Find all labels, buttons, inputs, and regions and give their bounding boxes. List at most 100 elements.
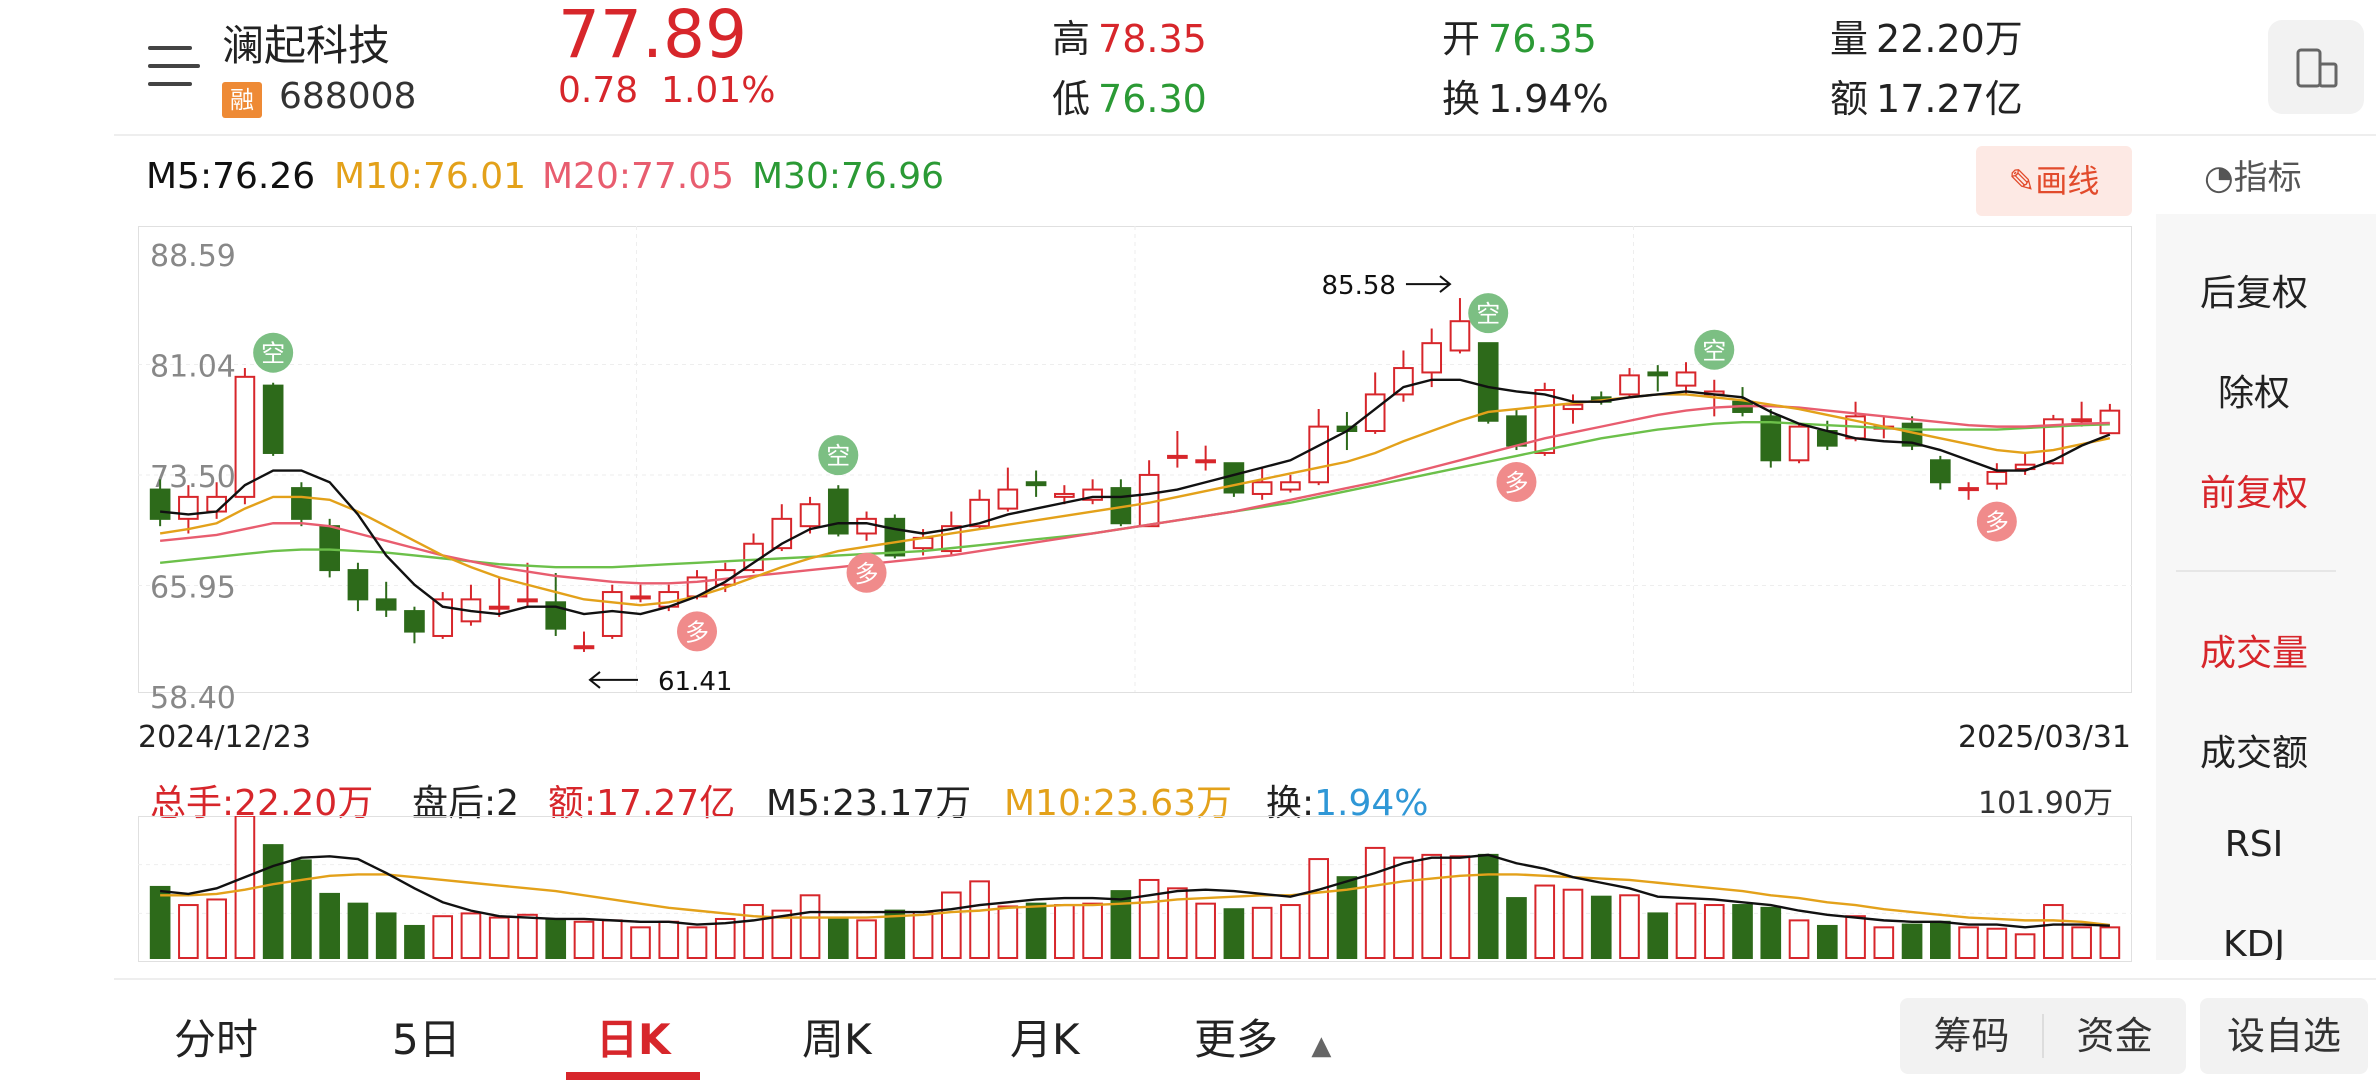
- amount-label: 额: [1830, 77, 1869, 121]
- candle-body: [1986, 470, 2008, 485]
- chips-button[interactable]: 筹码: [1933, 1014, 2010, 1058]
- candle-up: [1167, 431, 1188, 468]
- button-divider: [2042, 1014, 2044, 1058]
- turnover-value: 1.94%: [1488, 77, 1609, 121]
- signal-circle: [1496, 462, 1537, 503]
- tab-more[interactable]: 更多 ▲: [1194, 1006, 1331, 1067]
- ma5-line: [160, 378, 2111, 616]
- turnover-label: 换: [1442, 77, 1481, 121]
- forward-adjust-option[interactable]: 前复权: [2199, 473, 2308, 514]
- add-watchlist-button[interactable]: 设自选: [2200, 998, 2368, 1074]
- candle-body: [347, 569, 369, 601]
- candle-down: [404, 606, 425, 644]
- candle-up: [1675, 362, 1697, 395]
- candle-body: [1308, 425, 1329, 484]
- candle-down: [1025, 470, 1047, 497]
- candle-up: [997, 467, 1019, 512]
- ex-rights-option[interactable]: 除权: [2217, 373, 2290, 414]
- candle-body: [234, 375, 256, 498]
- low-label: 低: [1052, 77, 1091, 121]
- price-change: 0.78 1.01%: [558, 70, 775, 111]
- ma5-label: M5:76.26: [146, 156, 316, 197]
- volume-stat: 量 22.20万: [1830, 8, 2023, 63]
- menu-icon[interactable]: [148, 44, 200, 88]
- chips-funds-group: 筹码 资金: [1900, 998, 2186, 1074]
- volume-bar-up: [1421, 853, 1443, 959]
- volume-bar-up: [460, 912, 482, 960]
- volume-bar-up: [743, 904, 764, 960]
- signal-label: 多: [1504, 469, 1528, 497]
- candle-body: [1025, 481, 1047, 487]
- kdj-indicator-option[interactable]: KDJ: [2223, 924, 2285, 960]
- volume-bar-up: [912, 911, 934, 959]
- gauge-icon: ◔: [2204, 158, 2234, 198]
- candle-up: [1308, 409, 1329, 486]
- volume-bar-down: [347, 902, 369, 960]
- tab-intraday[interactable]: 分时: [174, 1015, 259, 1064]
- candle-up: [2043, 414, 2064, 465]
- candle-body: [1280, 481, 1301, 491]
- volume-bar-up: [2043, 904, 2064, 960]
- stock-name: 澜起科技: [222, 21, 391, 70]
- candle-body: [2043, 418, 2064, 465]
- candle-body: [969, 498, 990, 528]
- landscape-toggle-button[interactable]: [2268, 20, 2364, 114]
- candle-up: [234, 368, 256, 505]
- funds-button[interactable]: 资金: [2076, 1014, 2153, 1058]
- indicator-button[interactable]: ◔指标: [2204, 150, 2302, 199]
- signal-label: 多: [855, 560, 879, 588]
- candle-up: [856, 511, 877, 541]
- tab-5day[interactable]: 5日: [392, 1015, 461, 1064]
- change-value: 0.78: [558, 70, 639, 111]
- candle-body: [827, 488, 849, 535]
- draw-line-label: 画线: [2035, 162, 2100, 200]
- candle-up: [630, 584, 651, 603]
- caret-up-icon: ▲: [1311, 1031, 1332, 1061]
- kline-chart[interactable]: 88.5981.0473.5065.9558.40空多空多空多空多85.5861…: [138, 226, 2132, 716]
- volume-bar-up: [997, 905, 1019, 959]
- candle-body: [319, 525, 340, 572]
- candle-down: [545, 573, 567, 636]
- high-stat: 高 78.35: [1052, 8, 1207, 63]
- volume-bar-down: [1647, 912, 1669, 960]
- candle-up: [1082, 479, 1103, 505]
- volume-bar-up: [601, 919, 623, 959]
- volume-chart[interactable]: [138, 816, 2132, 962]
- candle-body: [1534, 389, 1556, 454]
- vol-after-hours: 盘后:2: [412, 783, 520, 824]
- volume-bar-up: [941, 891, 962, 959]
- volume-bar-down: [1590, 895, 1612, 959]
- volume-bar-up: [1280, 904, 1301, 960]
- indicator-label: 指标: [2233, 158, 2302, 198]
- y-tick-label: 65.95: [150, 571, 236, 606]
- volume-bar-up: [1703, 904, 1725, 960]
- candle-body: [488, 605, 510, 610]
- rear-adjust-option[interactable]: 后复权: [2199, 273, 2308, 314]
- volume-bar-up: [1675, 902, 1697, 960]
- candle-down: [375, 581, 397, 617]
- volume-bar-up: [856, 919, 877, 959]
- ma10-label: M10:76.01: [334, 156, 527, 197]
- tab-monthly-k[interactable]: 月K: [1010, 1015, 1080, 1064]
- volume-indicator-option[interactable]: 成交量: [2199, 633, 2308, 674]
- amount-stat: 额 17.27亿: [1830, 68, 2023, 123]
- candle-body: [1958, 487, 1979, 492]
- tab-daily-k[interactable]: 日K: [596, 1015, 671, 1064]
- volume-bar-down: [1336, 876, 1358, 960]
- candle-up: [2099, 403, 2121, 435]
- draw-line-button[interactable]: ✎画线: [1976, 146, 2132, 216]
- candle-body: [884, 517, 906, 557]
- pencil-icon: ✎: [2008, 162, 2036, 200]
- rsi-indicator-option[interactable]: RSI: [2224, 824, 2284, 865]
- short-signal-marker: 空: [253, 332, 294, 373]
- candle-body: [601, 591, 623, 637]
- candle-body: [1195, 459, 1216, 464]
- turnover-stat: 换 1.94%: [1442, 68, 1609, 123]
- phone-rotate-icon: [2296, 48, 2338, 88]
- low-value: 76.30: [1098, 77, 1207, 121]
- volume-value: 22.20万: [1876, 17, 2023, 61]
- tab-weekly-k[interactable]: 周K: [802, 1015, 872, 1064]
- volume-bar-up: [1364, 846, 1386, 960]
- vol-turnover-value: 1.94%: [1314, 783, 1429, 824]
- amount-indicator-option[interactable]: 成交额: [2199, 733, 2308, 774]
